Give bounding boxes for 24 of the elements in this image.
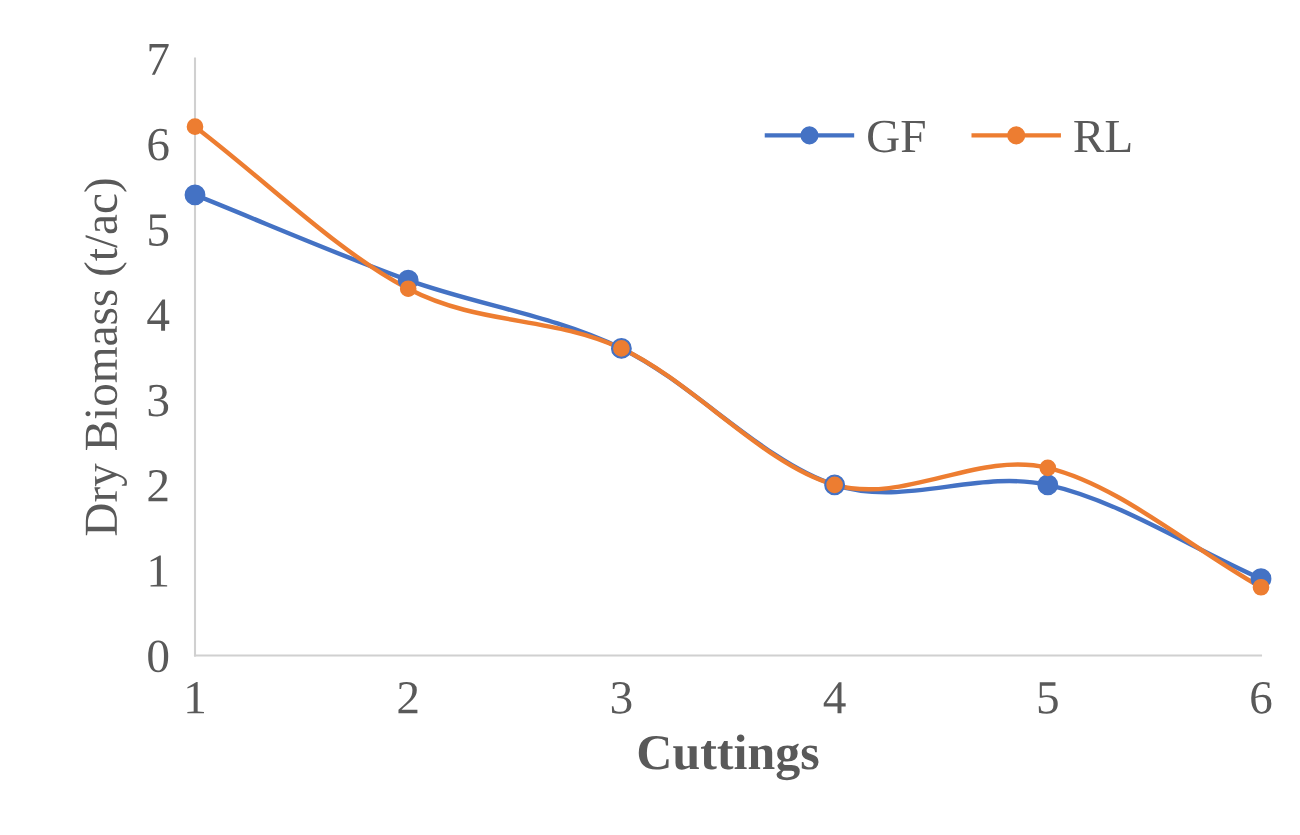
x-tick-label: 4 xyxy=(823,682,846,714)
y-tick-label: 5 xyxy=(149,214,169,246)
point xyxy=(184,184,206,206)
point xyxy=(1039,459,1057,477)
y-tick-label: 1 xyxy=(150,555,168,587)
legend-label: RL xyxy=(1074,120,1131,152)
x-tick-label: 1 xyxy=(187,682,204,714)
y-tick-label: 0 xyxy=(148,640,169,673)
point xyxy=(1037,474,1059,496)
y-tick-label: 3 xyxy=(148,384,169,417)
point xyxy=(186,118,204,136)
legend-label: GF xyxy=(868,120,925,153)
x-tick-label: 2 xyxy=(398,681,418,714)
y-tick-label: 2 xyxy=(148,470,168,502)
y-tick-label: 6 xyxy=(148,128,169,161)
x-tick-label: 6 xyxy=(1251,681,1272,714)
y-tick-label: 7 xyxy=(149,43,169,75)
x-tick-label: 3 xyxy=(611,681,632,714)
y-tick-label: 4 xyxy=(147,299,170,331)
point xyxy=(1252,578,1270,596)
y-axis-title: Dry Biomass (t/ac) xyxy=(83,179,127,536)
x-tick-label: 5 xyxy=(1038,682,1058,714)
point xyxy=(399,280,417,298)
x-axis-title: Cuttings xyxy=(638,734,819,781)
